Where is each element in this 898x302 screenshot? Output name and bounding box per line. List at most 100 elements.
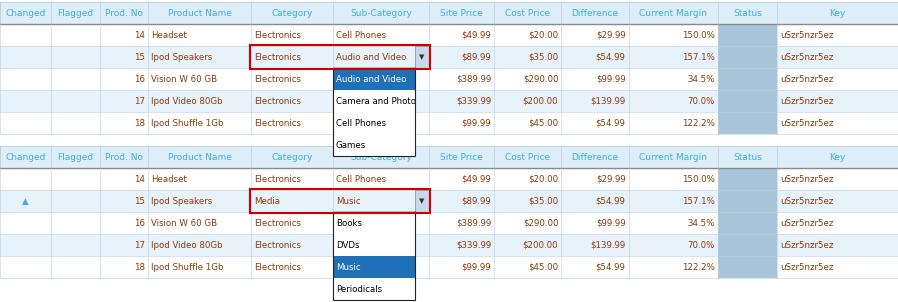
- Bar: [415, 46, 429, 68]
- Text: Ipod Speakers: Ipod Speakers: [151, 197, 213, 205]
- Text: $54.99: $54.99: [595, 53, 626, 62]
- Text: Cost Price: Cost Price: [506, 8, 550, 18]
- Text: Product Name: Product Name: [168, 8, 232, 18]
- Text: Electronics: Electronics: [254, 97, 301, 105]
- Text: Prod. No: Prod. No: [105, 8, 143, 18]
- Bar: [718, 168, 777, 190]
- Bar: [718, 234, 777, 256]
- Text: Camera and Photo: Camera and Photo: [336, 97, 416, 105]
- Text: $20.00: $20.00: [528, 175, 559, 184]
- Bar: [0, 190, 898, 212]
- Text: uSzr5nzr5ez: uSzr5nzr5ez: [779, 31, 833, 40]
- Text: Flagged: Flagged: [57, 153, 93, 162]
- Text: Audio and Video: Audio and Video: [336, 53, 406, 62]
- Text: Electronics: Electronics: [254, 219, 301, 227]
- Text: uSzr5nzr5ez: uSzr5nzr5ez: [779, 118, 833, 127]
- Text: $20.00: $20.00: [528, 31, 559, 40]
- Bar: [0, 90, 898, 112]
- Bar: [333, 134, 415, 156]
- Text: Electronics: Electronics: [254, 175, 301, 184]
- Text: Cell Phones: Cell Phones: [336, 118, 386, 127]
- Bar: [333, 68, 415, 156]
- Text: $45.00: $45.00: [528, 262, 559, 271]
- Text: Vision W 60 GB: Vision W 60 GB: [151, 75, 217, 83]
- Bar: [333, 212, 415, 300]
- Bar: [0, 212, 898, 234]
- Text: $389.99: $389.99: [456, 219, 491, 227]
- Bar: [333, 278, 415, 300]
- Text: 157.1%: 157.1%: [682, 53, 715, 62]
- Text: Vision W 60 GB: Vision W 60 GB: [151, 219, 217, 227]
- Text: Ipod Speakers: Ipod Speakers: [151, 53, 213, 62]
- Text: $99.99: $99.99: [462, 262, 491, 271]
- Bar: [333, 90, 415, 112]
- Bar: [0, 112, 898, 134]
- Text: $290.00: $290.00: [523, 75, 559, 83]
- Text: Electronics: Electronics: [254, 75, 301, 83]
- Text: uSzr5nzr5ez: uSzr5nzr5ez: [779, 175, 833, 184]
- Text: Current Margin: Current Margin: [639, 153, 708, 162]
- Text: $54.99: $54.99: [595, 118, 626, 127]
- Text: Cost Price: Cost Price: [506, 153, 550, 162]
- Text: 34.5%: 34.5%: [688, 219, 715, 227]
- Text: 15: 15: [135, 53, 145, 62]
- Text: Electronics: Electronics: [254, 53, 301, 62]
- Bar: [333, 212, 415, 234]
- Text: Audio and Video: Audio and Video: [336, 75, 406, 83]
- Text: uSzr5nzr5ez: uSzr5nzr5ez: [779, 197, 833, 205]
- Text: Category: Category: [271, 8, 313, 18]
- Text: $339.99: $339.99: [456, 97, 491, 105]
- Text: $99.99: $99.99: [462, 118, 491, 127]
- Text: uSzr5nzr5ez: uSzr5nzr5ez: [779, 97, 833, 105]
- Text: $29.99: $29.99: [595, 175, 626, 184]
- Text: 34.5%: 34.5%: [688, 75, 715, 83]
- Text: $29.99: $29.99: [595, 31, 626, 40]
- Bar: [0, 256, 898, 278]
- Text: $290.00: $290.00: [523, 219, 559, 227]
- Text: Sub-Category: Sub-Category: [350, 153, 412, 162]
- Text: Changed: Changed: [5, 153, 46, 162]
- Text: 70.0%: 70.0%: [688, 240, 715, 249]
- Text: $89.99: $89.99: [462, 197, 491, 205]
- Text: Key: Key: [829, 8, 846, 18]
- Text: ▲: ▲: [22, 197, 29, 205]
- Text: Ipod Shuffle 1Gb: Ipod Shuffle 1Gb: [151, 118, 224, 127]
- Text: $389.99: $389.99: [456, 75, 491, 83]
- Bar: [333, 256, 415, 278]
- Text: 15: 15: [135, 197, 145, 205]
- Text: Cell Phones: Cell Phones: [336, 31, 386, 40]
- Bar: [333, 112, 415, 134]
- Text: Current Margin: Current Margin: [639, 8, 708, 18]
- Text: Music: Music: [336, 262, 360, 271]
- Text: Ipod Video 80Gb: Ipod Video 80Gb: [151, 97, 223, 105]
- Text: uSzr5nzr5ez: uSzr5nzr5ez: [779, 53, 833, 62]
- Text: $99.99: $99.99: [596, 75, 626, 83]
- Text: $35.00: $35.00: [528, 53, 559, 62]
- Text: Headset: Headset: [151, 31, 187, 40]
- Text: Difference: Difference: [571, 8, 619, 18]
- Text: Electronics: Electronics: [254, 31, 301, 40]
- Text: Prod. No: Prod. No: [105, 153, 143, 162]
- Text: 14: 14: [135, 175, 145, 184]
- Text: Electronics: Electronics: [254, 262, 301, 271]
- Text: Sub-Category: Sub-Category: [350, 8, 412, 18]
- Text: 122.2%: 122.2%: [682, 262, 715, 271]
- Text: uSzr5nzr5ez: uSzr5nzr5ez: [779, 75, 833, 83]
- Bar: [250, 189, 430, 213]
- Bar: [718, 256, 777, 278]
- Text: Category: Category: [271, 153, 313, 162]
- Text: 150.0%: 150.0%: [682, 175, 715, 184]
- Text: Site Price: Site Price: [440, 153, 483, 162]
- Text: Status: Status: [733, 153, 762, 162]
- Text: Electronics: Electronics: [254, 118, 301, 127]
- Text: 70.0%: 70.0%: [688, 97, 715, 105]
- Text: Music: Music: [336, 197, 360, 205]
- Text: 16: 16: [135, 219, 145, 227]
- Text: Status: Status: [733, 8, 762, 18]
- Text: uSzr5nzr5ez: uSzr5nzr5ez: [779, 240, 833, 249]
- Text: $139.99: $139.99: [590, 240, 626, 249]
- Bar: [0, 168, 898, 190]
- Bar: [718, 24, 777, 46]
- Bar: [333, 68, 415, 90]
- Text: 157.1%: 157.1%: [682, 197, 715, 205]
